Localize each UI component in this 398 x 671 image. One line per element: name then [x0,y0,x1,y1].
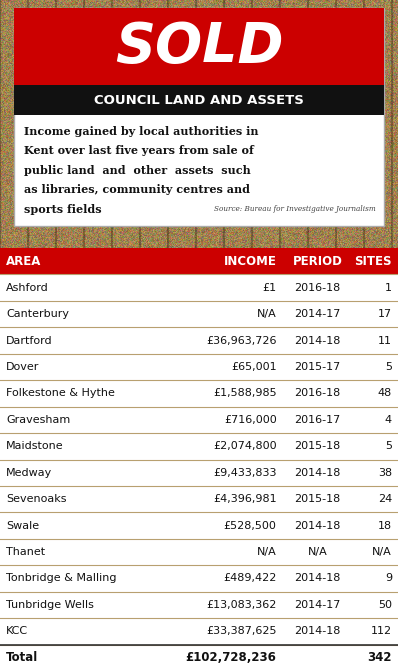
Text: Maidstone: Maidstone [6,442,64,452]
Bar [0,618,398,645]
Text: £36,963,726: £36,963,726 [206,336,277,346]
Text: Kent over last five years from sale of: Kent over last five years from sale of [24,146,254,156]
Bar [0,433,398,460]
Text: Tunbridge Wells: Tunbridge Wells [6,600,94,610]
Bar [14,8,384,85]
Text: 9: 9 [385,574,392,584]
Bar [0,486,398,513]
Bar [0,248,398,274]
Text: £65,001: £65,001 [231,362,277,372]
Bar [0,513,398,539]
Text: Ashford: Ashford [6,282,49,293]
Text: 2014-18: 2014-18 [294,574,341,584]
Text: Medway: Medway [6,468,52,478]
Text: COUNCIL LAND AND ASSETS: COUNCIL LAND AND ASSETS [94,94,304,107]
Text: Total: Total [6,652,38,664]
Bar [14,8,384,226]
Text: as libraries, community centres and: as libraries, community centres and [24,185,250,195]
Text: 48: 48 [378,389,392,399]
Text: Income gained by local authorities in: Income gained by local authorities in [24,126,258,137]
Text: 2014-18: 2014-18 [294,626,341,636]
Bar [0,354,398,380]
Text: 2015-17: 2015-17 [294,362,341,372]
Text: Thanet: Thanet [6,547,45,557]
Bar [14,85,384,115]
Text: £9,433,833: £9,433,833 [213,468,277,478]
Text: SOLD: SOLD [115,19,283,74]
Text: 24: 24 [378,494,392,504]
Text: INCOME: INCOME [224,255,277,268]
Bar [0,565,398,592]
Text: 38: 38 [378,468,392,478]
Text: 342: 342 [367,652,392,664]
Text: 2014-17: 2014-17 [294,309,341,319]
Text: sports fields: sports fields [24,204,101,215]
Bar [0,380,398,407]
Text: Sevenoaks: Sevenoaks [6,494,66,504]
Text: 2015-18: 2015-18 [294,442,341,452]
Bar [0,274,398,301]
Text: 2014-18: 2014-18 [294,336,341,346]
Text: Swale: Swale [6,521,39,531]
Text: 2016-17: 2016-17 [294,415,341,425]
Text: N/A: N/A [257,547,277,557]
Text: £489,422: £489,422 [223,574,277,584]
Text: £4,396,981: £4,396,981 [213,494,277,504]
Text: 5: 5 [385,442,392,452]
Text: Gravesham: Gravesham [6,415,70,425]
Text: Source: Bureau for Investigative Journalism: Source: Bureau for Investigative Journal… [214,205,376,213]
Text: Dover: Dover [6,362,39,372]
Text: 50: 50 [378,600,392,610]
Text: 2014-18: 2014-18 [294,521,341,531]
Text: 18: 18 [378,521,392,531]
Text: public land  and  other  assets  such: public land and other assets such [24,165,251,176]
Text: 2014-18: 2014-18 [294,468,341,478]
Text: 1: 1 [385,282,392,293]
Text: 112: 112 [371,626,392,636]
Text: KCC: KCC [6,626,28,636]
Bar [0,645,398,671]
Text: 2014-17: 2014-17 [294,600,341,610]
Text: PERIOD: PERIOD [293,255,342,268]
Text: 11: 11 [378,336,392,346]
Bar [0,407,398,433]
Text: Dartford: Dartford [6,336,53,346]
Text: £716,000: £716,000 [224,415,277,425]
Text: 2015-18: 2015-18 [294,494,341,504]
Text: £13,083,362: £13,083,362 [206,600,277,610]
Text: £33,387,625: £33,387,625 [206,626,277,636]
Bar [0,301,398,327]
Text: 17: 17 [378,309,392,319]
Bar [0,592,398,618]
Text: AREA: AREA [6,255,41,268]
Text: £2,074,800: £2,074,800 [213,442,277,452]
Bar [0,327,398,354]
Text: 2016-18: 2016-18 [294,389,341,399]
Text: N/A: N/A [257,309,277,319]
Text: 2016-18: 2016-18 [294,282,341,293]
Text: SITES: SITES [355,255,392,268]
Text: £528,500: £528,500 [224,521,277,531]
Bar [0,539,398,565]
Text: Folkestone & Hythe: Folkestone & Hythe [6,389,115,399]
Bar [0,460,398,486]
Text: 4: 4 [385,415,392,425]
Text: Canterbury: Canterbury [6,309,69,319]
Text: N/A: N/A [372,547,392,557]
Text: 5: 5 [385,362,392,372]
Text: £1,588,985: £1,588,985 [213,389,277,399]
Text: £102,728,236: £102,728,236 [186,652,277,664]
Text: N/A: N/A [308,547,327,557]
Text: £1: £1 [262,282,277,293]
Text: Tonbridge & Malling: Tonbridge & Malling [6,574,117,584]
